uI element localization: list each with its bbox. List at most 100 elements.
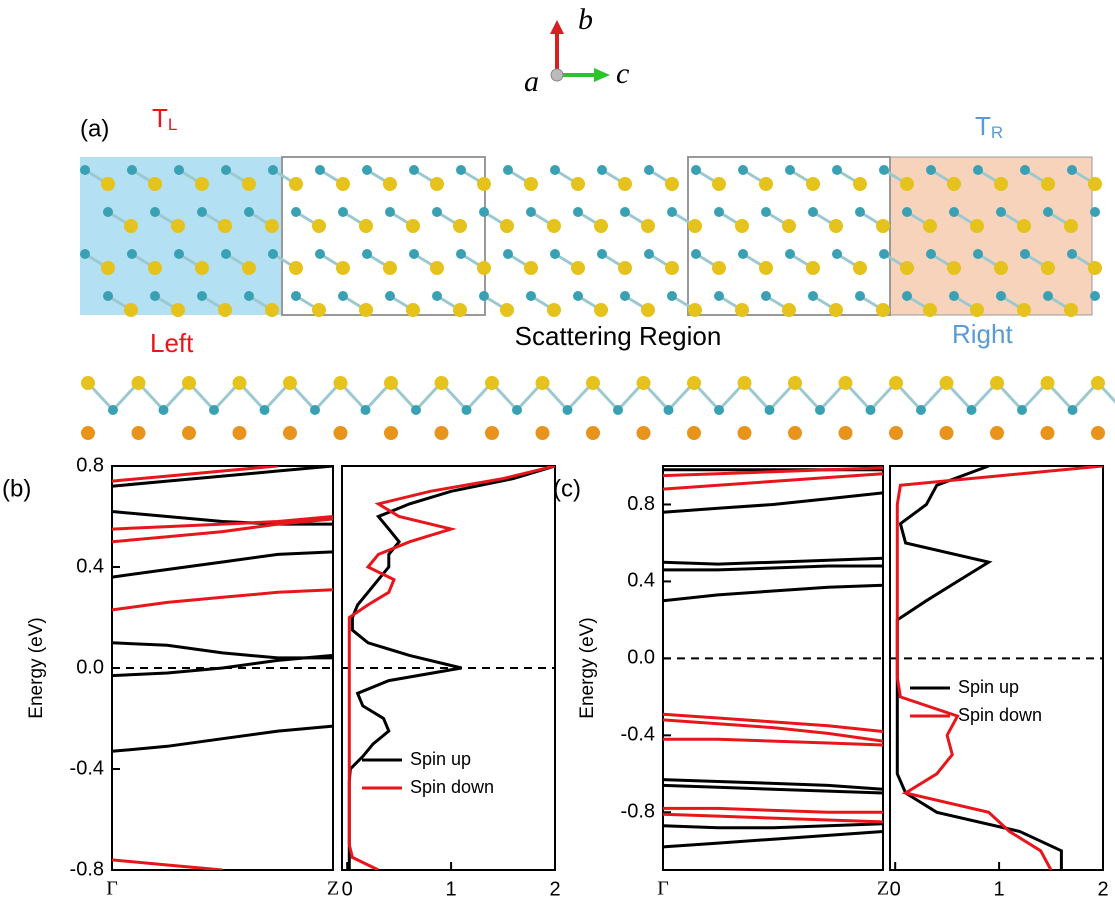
c-arrow-head	[594, 68, 610, 82]
atom	[926, 165, 936, 175]
atom	[171, 303, 185, 317]
atom	[902, 291, 912, 301]
band	[112, 588, 333, 612]
atom	[338, 291, 348, 301]
atom	[362, 249, 372, 259]
atom	[171, 219, 185, 233]
atom	[829, 303, 843, 317]
atom	[665, 177, 679, 191]
atom	[503, 249, 513, 259]
x-tick-label: Z	[877, 878, 889, 900]
atom	[148, 177, 162, 191]
y-tick-label: 0.4	[627, 570, 655, 592]
atom	[80, 165, 90, 175]
band	[112, 515, 333, 531]
y-tick-label: 0.8	[627, 493, 655, 515]
y-tick-label: -0.4	[70, 757, 104, 779]
atom	[994, 261, 1008, 275]
x-tick-label: 1	[446, 878, 457, 900]
atom	[714, 291, 724, 301]
atom	[636, 376, 651, 390]
region-label: Scattering Region	[515, 321, 722, 351]
atom	[385, 207, 395, 217]
atom	[712, 177, 726, 191]
band	[663, 783, 883, 795]
atom	[547, 303, 561, 317]
atom	[312, 303, 326, 317]
band	[663, 472, 883, 491]
band	[112, 466, 333, 488]
atom	[453, 303, 467, 317]
band	[112, 466, 278, 483]
atom	[788, 376, 802, 390]
atom	[124, 303, 138, 317]
x-tick-label: Z	[327, 878, 339, 900]
lead-label: TR	[975, 111, 1003, 143]
atom	[966, 405, 977, 415]
atom	[996, 291, 1006, 301]
x-tick-label: 0	[890, 878, 901, 900]
x-tick-label: 2	[1097, 878, 1108, 900]
atom	[359, 219, 373, 233]
atom	[1041, 177, 1055, 191]
atom	[687, 426, 701, 440]
atom	[409, 249, 419, 259]
atom	[1088, 261, 1102, 275]
y-axis-label: Energy (eV)	[26, 617, 47, 718]
atom	[806, 261, 820, 275]
atom	[832, 249, 842, 259]
atom	[182, 376, 196, 390]
atom	[618, 177, 632, 191]
band	[663, 718, 883, 743]
atom	[738, 249, 748, 259]
atom	[838, 376, 853, 390]
legend-label: Spin down	[410, 777, 494, 797]
atom	[889, 426, 903, 440]
atom	[808, 207, 818, 217]
atom	[815, 405, 825, 415]
atom	[994, 177, 1008, 191]
atom	[644, 165, 654, 175]
atom	[485, 426, 499, 440]
band	[663, 812, 883, 824]
plot-frame	[662, 465, 884, 871]
atom	[1040, 376, 1055, 390]
atom	[461, 405, 472, 415]
legend-label: Spin up	[958, 677, 1019, 697]
atom	[990, 376, 1004, 390]
atom	[432, 207, 442, 217]
atom	[1017, 405, 1027, 415]
lattice	[80, 156, 1115, 440]
x-tick-label: 2	[549, 878, 560, 900]
atom	[406, 219, 420, 233]
atom	[1088, 177, 1102, 191]
y-tick-label: 0.8	[76, 454, 104, 476]
atom	[268, 165, 278, 175]
atom	[1040, 426, 1055, 440]
atom	[759, 261, 773, 275]
atom	[430, 261, 444, 275]
atom	[197, 291, 207, 301]
atom	[221, 165, 231, 175]
atom	[547, 219, 561, 233]
atom	[949, 291, 959, 301]
atom	[101, 261, 115, 275]
atom	[479, 207, 489, 217]
atom	[456, 165, 466, 175]
atom	[949, 207, 959, 217]
atom	[453, 219, 467, 233]
atom	[182, 426, 196, 440]
atom	[333, 426, 348, 440]
atom	[761, 207, 771, 217]
atom	[973, 249, 983, 259]
lead-sub: L	[168, 115, 177, 134]
atom	[411, 405, 421, 415]
atom	[477, 177, 491, 191]
atom	[503, 165, 513, 175]
atom	[663, 405, 674, 415]
atom	[148, 261, 162, 275]
x-axis-label: T(E)	[975, 910, 1018, 911]
atom	[613, 405, 623, 415]
lead-text: T	[975, 111, 991, 141]
x-tick-label: 0	[342, 878, 353, 900]
